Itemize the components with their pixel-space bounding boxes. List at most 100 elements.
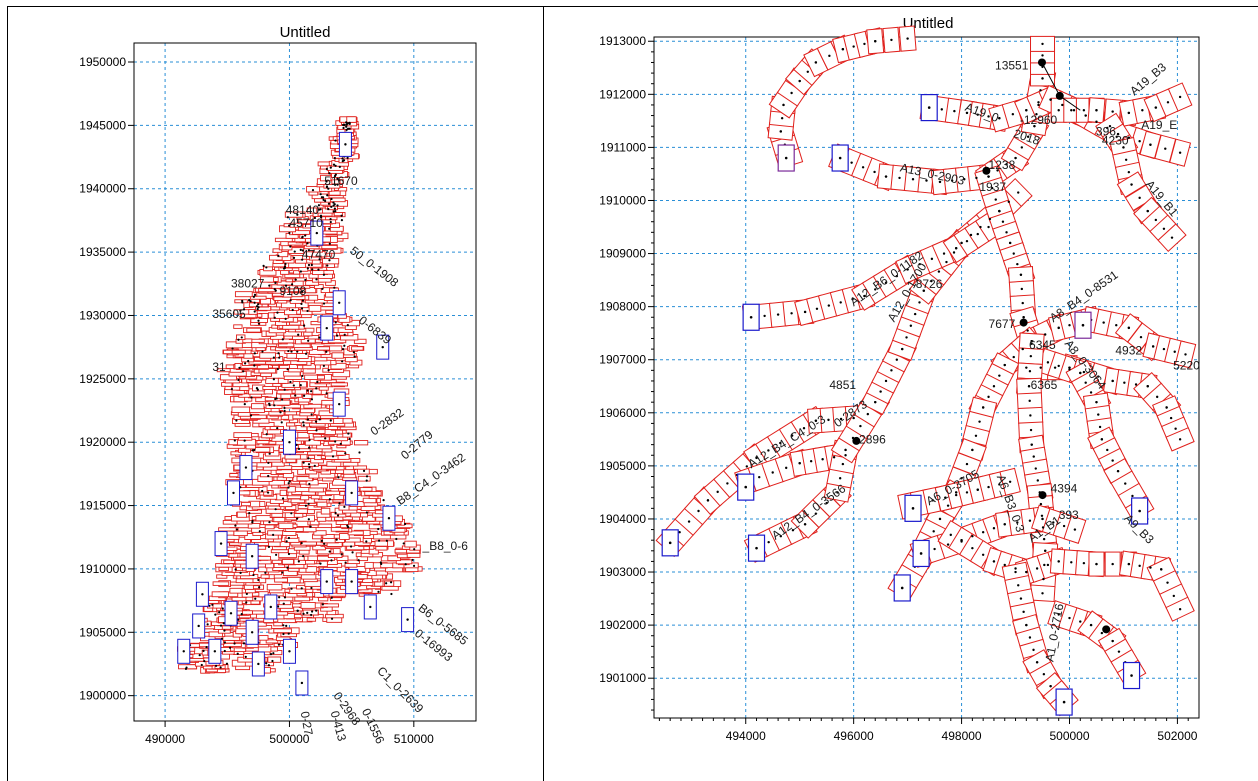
detail-section-label: 4394 — [1051, 481, 1078, 495]
overview-point — [327, 369, 330, 372]
detail-section-point — [1073, 528, 1077, 531]
detail-section-point — [987, 175, 990, 178]
detail-section-point — [1036, 479, 1039, 482]
detail-junction-node — [1102, 625, 1111, 634]
overview-point — [211, 603, 214, 606]
overview-point — [221, 607, 224, 610]
overview-section-box — [330, 382, 349, 387]
overview-point — [325, 350, 328, 353]
overview-point — [365, 540, 368, 543]
overview-point — [275, 553, 278, 556]
detail-section-point — [1019, 273, 1023, 276]
overview-section-box — [361, 514, 376, 522]
detail-section-point — [780, 117, 784, 120]
detail-junction-node — [1019, 318, 1028, 327]
overview-point — [404, 522, 407, 526]
detail-section-point — [879, 390, 882, 393]
overview-section-box — [269, 254, 283, 261]
overview-point — [239, 571, 242, 575]
detail-section-point — [1020, 146, 1024, 149]
overview-point — [365, 479, 368, 482]
detail-section-label: 13551 — [995, 58, 1029, 72]
detail-section-point — [841, 48, 845, 51]
overview-point — [302, 555, 305, 558]
detail-section-point — [969, 233, 973, 237]
detail-ytick-label: 1906000 — [599, 406, 646, 420]
detail-section-label: 6365 — [1031, 378, 1058, 392]
detail-section-point — [1127, 562, 1131, 566]
overview-section-box — [258, 566, 268, 573]
overview-section-box — [316, 555, 335, 561]
overview-point — [265, 433, 268, 436]
overview-section-box — [306, 617, 317, 622]
overview-section-box — [267, 656, 282, 663]
overview-point — [316, 380, 319, 384]
overview-point — [225, 662, 229, 665]
detail-section-point — [809, 460, 813, 463]
detail-section-label: 1238 — [989, 158, 1016, 172]
overview-point — [302, 324, 306, 327]
overview-section-box — [354, 541, 371, 546]
overview-section-box — [249, 295, 267, 300]
detail-section-point — [1123, 381, 1126, 384]
overview-point — [327, 187, 330, 190]
detail-section-point — [1012, 355, 1015, 359]
overview-point — [272, 378, 275, 381]
detail-ytick-label: 1901000 — [599, 671, 646, 685]
detail-section-point — [981, 553, 985, 556]
overview-point — [252, 573, 255, 577]
detail-section-point — [987, 225, 990, 229]
detail-section-point — [1028, 519, 1032, 522]
detail-section-point — [1082, 109, 1086, 112]
overview-point — [219, 666, 222, 669]
overview-section-box — [320, 507, 331, 515]
overview-point — [329, 166, 332, 169]
detail-section-label: 5220 — [1173, 358, 1200, 372]
overview-section-box — [295, 508, 308, 514]
detail-section-point — [1035, 567, 1039, 570]
overview-section-box — [219, 374, 237, 381]
detail-section-point — [937, 270, 941, 273]
overview-point — [385, 582, 388, 585]
detail-section-point — [1111, 459, 1114, 462]
overview-ytick-label: 1905000 — [79, 625, 126, 639]
overview-point — [237, 618, 240, 621]
detail-section-point — [960, 540, 963, 543]
overview-section-box — [330, 362, 347, 370]
overview-point — [333, 286, 336, 289]
detail-section-point — [906, 37, 909, 40]
overview-section-box — [259, 276, 275, 283]
detail-section-point — [981, 406, 985, 409]
overview-section-box — [353, 338, 367, 344]
overview-chart-title: Untitled — [280, 24, 331, 41]
overview-section-box — [277, 251, 289, 258]
overview-point — [313, 216, 317, 220]
detail-section-point — [1146, 209, 1149, 213]
detail-structure-point — [927, 106, 931, 109]
detail-section-point — [909, 324, 913, 327]
detail-section-point — [942, 252, 946, 255]
overview-section-box — [249, 414, 267, 420]
overview-point — [302, 424, 305, 427]
detail-section-point — [874, 40, 877, 43]
overview-section-box — [317, 346, 331, 351]
detail-section-point — [1029, 414, 1032, 417]
overview-point — [329, 419, 332, 422]
overview-point — [333, 207, 336, 210]
overview-point — [251, 449, 254, 452]
detail-section-point — [884, 175, 888, 178]
overview-point — [257, 303, 260, 306]
overview-section-box — [404, 540, 417, 548]
overview-section-box — [280, 301, 297, 309]
detail-section-point — [1057, 364, 1060, 368]
detail-section-point — [971, 448, 974, 452]
detail-section-point — [987, 485, 990, 489]
overview-section-box — [277, 377, 289, 384]
detail-section-point — [1030, 443, 1033, 446]
overview-point — [286, 566, 289, 569]
detail-section-point — [874, 400, 877, 404]
overview-point — [276, 427, 279, 430]
detail-section-point — [952, 251, 956, 254]
detail-section-point — [1151, 345, 1155, 348]
overview-point — [341, 157, 344, 160]
